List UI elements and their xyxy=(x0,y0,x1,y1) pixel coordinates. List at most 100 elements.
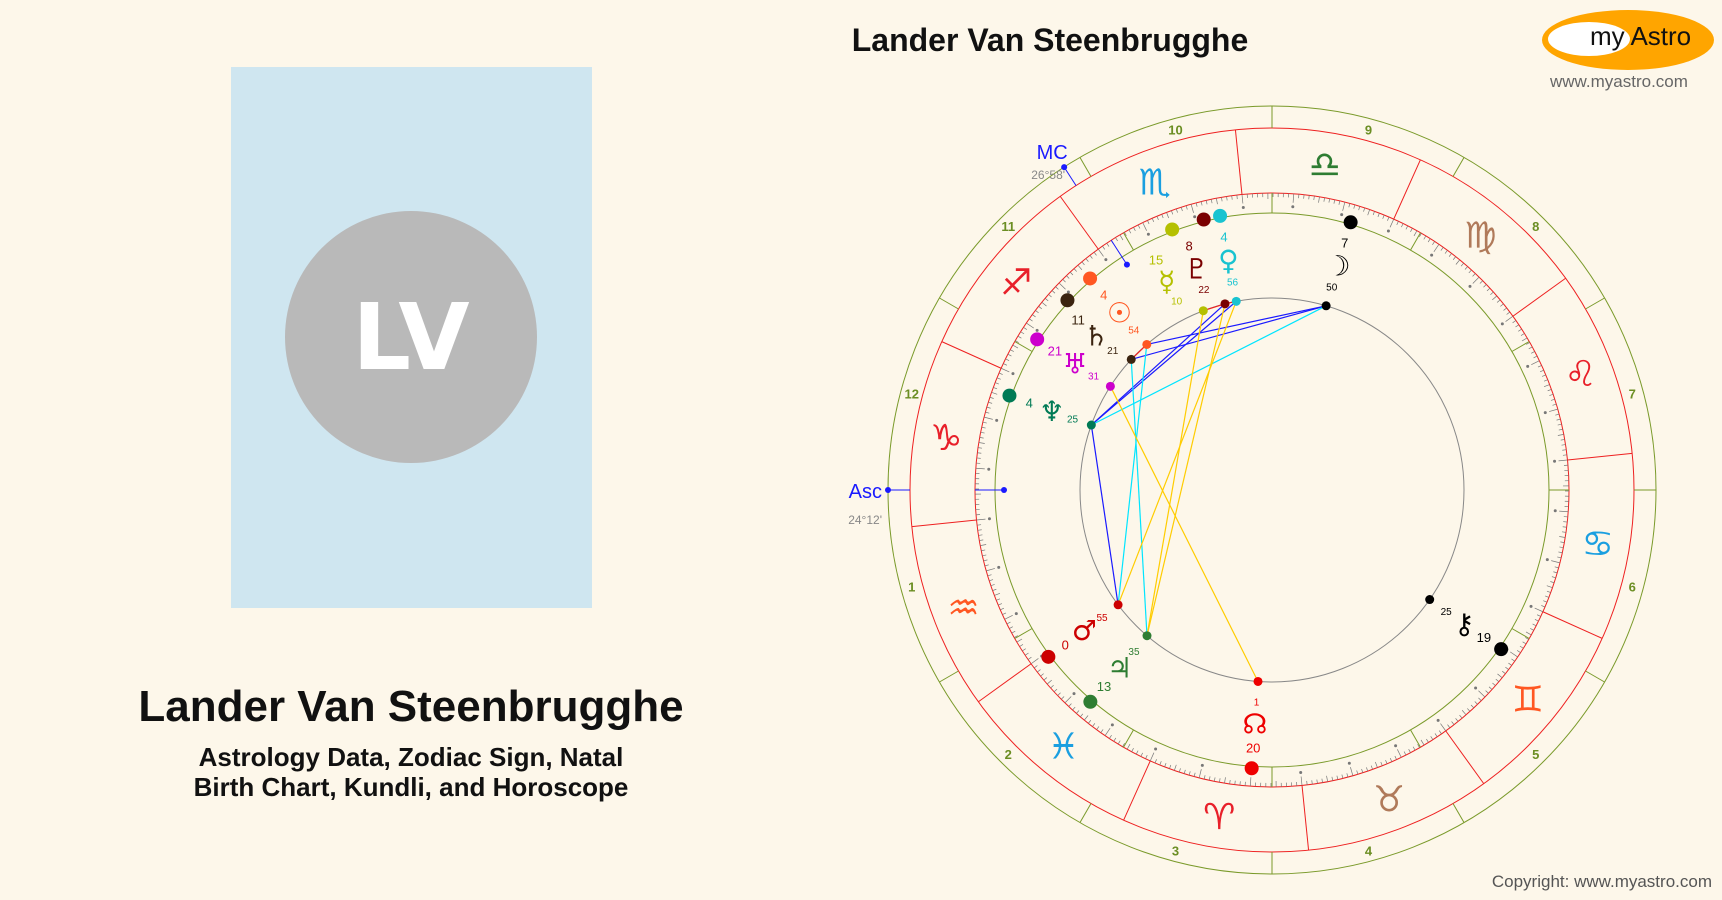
degree-tick xyxy=(1311,780,1313,785)
house-number-5: 5 xyxy=(1532,747,1539,762)
degree-tick xyxy=(1558,551,1563,554)
degree-tick xyxy=(1131,748,1134,752)
site-url-link[interactable]: www.myastro.com xyxy=(1550,72,1688,91)
degree-tick xyxy=(1413,230,1418,237)
house-divider-inner xyxy=(1014,341,1033,352)
degree-tick xyxy=(1000,367,1010,373)
degree-tick-dot xyxy=(1154,747,1158,751)
aspect-trine-uranus-north-node xyxy=(1109,386,1259,682)
degree-tick xyxy=(1561,444,1566,446)
uranus-minutes: 31 xyxy=(1088,372,1100,383)
degree-tick xyxy=(1313,195,1315,201)
degree-tick-dot xyxy=(1066,290,1070,294)
sign-divider xyxy=(978,663,1032,703)
degree-tick xyxy=(1198,769,1202,779)
house-number-4: 4 xyxy=(1365,843,1373,858)
degree-tick xyxy=(985,411,990,414)
north-node-aspect-point xyxy=(1253,676,1263,686)
myastro-logo[interactable]: my Astro xyxy=(1542,10,1714,70)
degree-tick xyxy=(1495,678,1500,682)
degree-tick xyxy=(1147,220,1150,225)
degree-tick xyxy=(1459,714,1463,719)
degree-tick xyxy=(1231,195,1233,200)
degree-tick xyxy=(1361,768,1364,773)
degree-tick xyxy=(1316,779,1318,784)
degree-tick xyxy=(1470,704,1475,709)
profile-photo-placeholder: LV xyxy=(231,67,592,608)
degree-tick xyxy=(1557,423,1562,426)
jupiter-marker xyxy=(1083,694,1098,709)
degree-tick xyxy=(1356,770,1359,775)
degree-tick xyxy=(1161,214,1164,219)
sun-marker xyxy=(1083,271,1098,286)
degree-tick xyxy=(1213,777,1216,782)
mercury-minutes: 10 xyxy=(1171,297,1183,308)
degree-tick xyxy=(1432,241,1435,246)
degree-tick xyxy=(1372,211,1375,216)
sign-libra-icon: ♎︎ xyxy=(1309,145,1341,186)
degree-tick xyxy=(1518,328,1522,332)
jupiter-aspect-point xyxy=(1142,631,1152,641)
degree-tick xyxy=(1137,224,1141,229)
sign-divider xyxy=(1542,611,1603,639)
degree-tick xyxy=(1485,690,1489,694)
saturn-degree: 11 xyxy=(1071,313,1085,328)
chiron-icon: ⚷ xyxy=(1454,607,1475,640)
aspect-sextile-neptune-mars xyxy=(1090,424,1119,605)
house-divider xyxy=(1079,803,1092,823)
degree-tick xyxy=(1553,571,1558,574)
degree-tick xyxy=(1140,752,1143,757)
avatar: LV xyxy=(285,211,537,463)
degree-tick xyxy=(1003,363,1008,366)
degree-tick xyxy=(1543,379,1548,382)
degree-tick xyxy=(1057,692,1061,696)
house-number-8: 8 xyxy=(1532,219,1539,234)
degree-tick xyxy=(1156,216,1159,221)
degree-tick xyxy=(978,534,983,536)
degree-tick xyxy=(988,401,993,404)
degree-tick xyxy=(1455,718,1459,722)
degree-tick xyxy=(1064,696,1072,704)
degree-tick xyxy=(1562,526,1567,528)
degree-tick-dot xyxy=(1553,459,1557,463)
degree-tick xyxy=(1403,751,1407,756)
degree-tick xyxy=(1555,413,1560,416)
venus-icon: ♀ xyxy=(1218,244,1239,277)
degree-tick xyxy=(989,396,994,399)
degree-tick xyxy=(1149,752,1155,762)
degree-tick xyxy=(1124,232,1127,236)
degree-tick xyxy=(1546,585,1553,589)
sign-aries-icon: ♈︎ xyxy=(1203,797,1235,838)
degree-tick xyxy=(1497,673,1503,678)
neptune-marker xyxy=(1002,388,1017,403)
degree-tick xyxy=(1486,287,1491,292)
degree-tick-dot xyxy=(1072,692,1076,696)
uranus-degree: 21 xyxy=(1048,344,1062,359)
aspect-trine-venus-mars xyxy=(1117,301,1237,606)
degree-tick xyxy=(1159,761,1162,766)
degree-tick xyxy=(1408,749,1411,753)
degree-tick xyxy=(1175,208,1178,213)
degree-tick xyxy=(1180,207,1183,212)
jupiter-minutes: 35 xyxy=(1128,647,1140,658)
degree-tick xyxy=(1350,767,1354,776)
sign-pisces-icon: ♓︎ xyxy=(1047,727,1079,768)
degree-tick xyxy=(1546,590,1551,593)
degree-tick xyxy=(1128,229,1132,234)
degree-tick xyxy=(1080,713,1084,718)
degree-tick xyxy=(1346,773,1349,778)
aspect-square-moon-neptune xyxy=(1091,305,1327,426)
degree-tick xyxy=(996,598,1001,601)
degree-tick xyxy=(1508,662,1512,666)
degree-tick xyxy=(1549,408,1558,412)
degree-tick xyxy=(1190,204,1194,213)
degree-tick xyxy=(975,467,985,470)
degree-tick xyxy=(1505,315,1514,322)
mc-marker xyxy=(1061,164,1068,171)
degree-tick xyxy=(1389,218,1395,228)
house-number-1: 1 xyxy=(908,580,915,595)
degree-tick xyxy=(1558,459,1568,462)
degree-tick-dot xyxy=(1011,372,1015,376)
degree-tick xyxy=(1010,349,1014,352)
degree-tick xyxy=(1326,775,1328,782)
